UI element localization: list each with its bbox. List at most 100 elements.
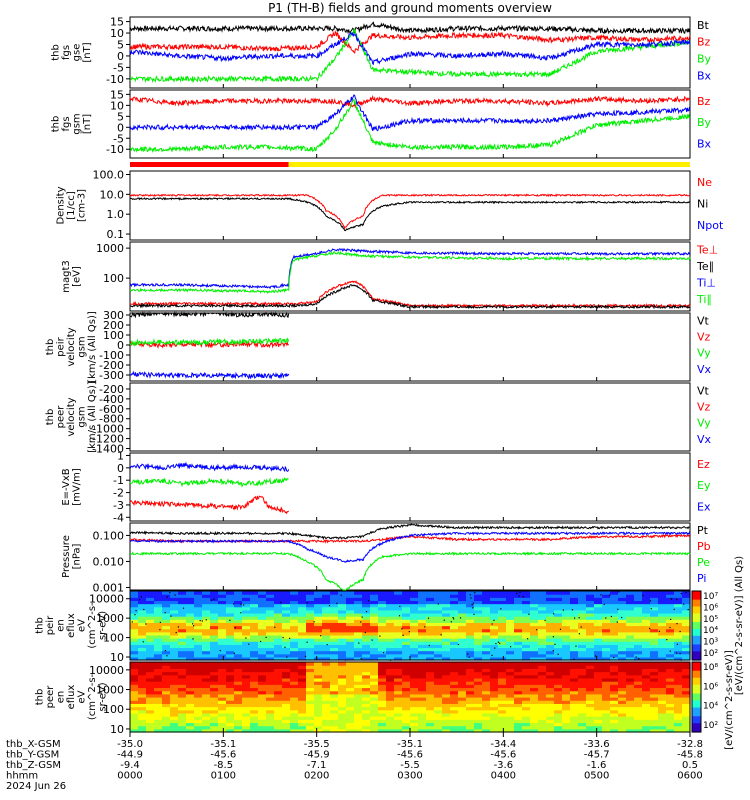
heatmap-cell	[298, 622, 307, 627]
heatmap-cell	[386, 619, 395, 623]
heatmap-cell	[218, 681, 227, 685]
heatmap-cell	[546, 693, 555, 698]
heatmap-cell	[186, 612, 195, 617]
heatmap-cell	[442, 722, 451, 727]
heatmap-cell	[610, 597, 619, 602]
heatmap-cell	[594, 612, 603, 617]
heatmap-cell	[594, 638, 603, 642]
heatmap-cell	[346, 706, 355, 711]
heatmap-cell	[138, 716, 147, 720]
heatmap-cell	[362, 665, 371, 669]
heatmap-cell	[306, 681, 315, 685]
heatmap-cell	[490, 716, 499, 720]
heatmap-cell	[666, 693, 675, 698]
heatmap-cell	[186, 625, 195, 630]
colorbar-frame	[691, 590, 702, 661]
heatmap-noise	[468, 656, 470, 658]
y-tick-label: -200	[99, 383, 124, 396]
heatmap-cell	[426, 600, 435, 605]
heatmap-cell	[586, 641, 595, 645]
heatmap-cell	[650, 690, 659, 695]
heatmap-cell	[426, 668, 435, 673]
heatmap-cell	[154, 662, 163, 666]
heatmap-cell	[394, 631, 403, 636]
heatmap-cell	[626, 725, 635, 730]
heatmap-cell	[650, 619, 659, 623]
heatmap-cell	[130, 697, 139, 701]
series-line-Bx	[129, 94, 691, 132]
heatmap-cell	[658, 677, 667, 682]
heatmap-cell	[138, 671, 147, 676]
heatmap-cell	[170, 693, 179, 698]
heatmap-cell	[586, 677, 595, 682]
heatmap-cell	[650, 638, 659, 642]
heatmap-cell	[218, 638, 227, 642]
heatmap-cell	[298, 665, 307, 669]
heatmap-cell	[474, 700, 483, 704]
heatmap-cell	[282, 634, 291, 639]
heatmap-cell	[394, 603, 403, 608]
heatmap-cell	[658, 700, 667, 704]
heatmap-cell	[322, 687, 331, 692]
heatmap-cell	[538, 671, 547, 676]
y-label-line: (cm^2-s-	[87, 673, 98, 720]
heatmap-noise	[402, 634, 404, 636]
heatmap-cell	[250, 647, 259, 652]
heatmap-cell	[554, 597, 563, 602]
heatmap-cell	[202, 597, 211, 602]
heatmap-cell	[602, 622, 611, 627]
heatmap-cell	[146, 641, 155, 645]
heatmap-cell	[194, 722, 203, 727]
heatmap-cell	[626, 706, 635, 711]
y-tick-label: 0.001	[93, 581, 125, 594]
heatmap-cell	[450, 619, 459, 623]
heatmap-cell	[338, 697, 347, 701]
heatmap-cell	[562, 709, 571, 714]
heatmap-cell	[466, 644, 475, 649]
heatmap-cell	[514, 641, 523, 645]
heatmap-cell	[234, 591, 243, 595]
heatmap-cell	[530, 591, 539, 595]
heatmap-cell	[314, 709, 323, 714]
heatmap-cell	[282, 603, 291, 608]
heatmap-cell	[602, 644, 611, 649]
heatmap-cell	[474, 638, 483, 642]
heatmap-cell	[242, 609, 251, 614]
heatmap-cell	[570, 665, 579, 669]
heatmap-cell	[202, 716, 211, 720]
heatmap-cell	[210, 728, 219, 733]
heatmap-cell	[250, 706, 259, 711]
heatmap-cell	[282, 687, 291, 692]
heatmap-cell	[434, 677, 443, 682]
heatmap-cell	[418, 619, 427, 623]
heatmap-cell	[490, 603, 499, 608]
heatmap-cell	[378, 725, 387, 730]
heatmap-cell	[674, 665, 683, 669]
heatmap-cell	[410, 668, 419, 673]
heatmap-cell	[418, 671, 427, 676]
heatmap-cell	[354, 725, 363, 730]
heatmap-cell	[530, 594, 539, 598]
heatmap-cell	[482, 634, 491, 639]
heatmap-noise	[562, 609, 564, 611]
heatmap-noise	[234, 627, 236, 629]
heatmap-cell	[562, 728, 571, 733]
heatmap-cell	[226, 600, 235, 605]
heatmap-cell	[258, 653, 267, 658]
heatmap-cell	[218, 728, 227, 733]
heatmap-cell	[338, 690, 347, 695]
heatmap-cell	[626, 677, 635, 682]
heatmap-cell	[274, 681, 283, 685]
heatmap-cell	[146, 706, 155, 711]
heatmap-cell	[378, 712, 387, 717]
heatmap-cell	[658, 697, 667, 701]
heatmap-cell	[474, 631, 483, 636]
heatmap-cell	[618, 697, 627, 701]
heatmap-cell	[394, 656, 403, 661]
heatmap-cell	[202, 619, 211, 623]
heatmap-cell	[554, 687, 563, 692]
heatmap-cell	[610, 700, 619, 704]
heatmap-cell	[274, 594, 283, 598]
heatmap-cell	[282, 653, 291, 658]
